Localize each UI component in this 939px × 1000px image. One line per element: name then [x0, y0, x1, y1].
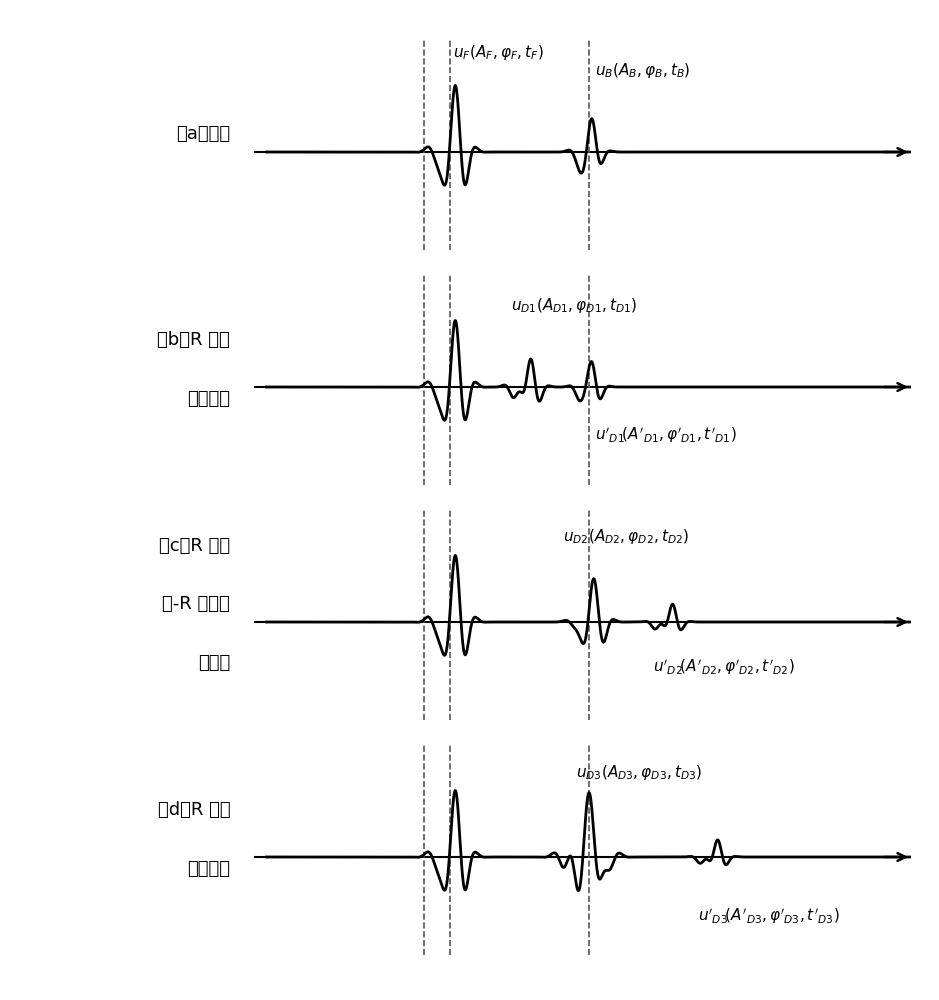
Text: 皮-R 填充区: 皮-R 填充区	[162, 595, 230, 613]
Text: （d）R 填充: （d）R 填充	[158, 801, 230, 819]
Text: $u_{D2}\left(A_{D2},\varphi_{D2},t_{D2}\right)$: $u_{D2}\left(A_{D2},\varphi_{D2},t_{D2}\…	[562, 528, 689, 546]
Text: $u_B\left(A_B,\varphi_B,t_B\right)$: $u_B\left(A_B,\varphi_B,t_B\right)$	[595, 61, 690, 80]
Text: （b）R 区蒙: （b）R 区蒙	[158, 331, 230, 349]
Text: $u'_{D1}\!\left(A'_{D1},\varphi'_{D1},t'_{D1}\right)$: $u'_{D1}\!\left(A'_{D1},\varphi'_{D1},t'…	[595, 426, 737, 445]
Text: 皮内缺陷: 皮内缺陷	[187, 390, 230, 408]
Text: $u_F\left(A_F,\varphi_F,t_F\right)$: $u_F\left(A_F,\varphi_F,t_F\right)$	[454, 43, 544, 62]
Text: 内缺陷: 内缺陷	[198, 654, 230, 672]
Text: （c）R 区蒙: （c）R 区蒙	[159, 537, 230, 555]
Text: $u'_{D3}\!\left(A'_{D3},\varphi'_{D3},t'_{D3}\right)$: $u'_{D3}\!\left(A'_{D3},\varphi'_{D3},t'…	[699, 906, 839, 926]
Text: $u_{D1}\left(A_{D1},\varphi_{D1},t_{D1}\right)$: $u_{D1}\left(A_{D1},\varphi_{D1},t_{D1}\…	[512, 296, 638, 315]
Text: $u'_{D2}\!\left(A'_{D2},\varphi'_{D2},t'_{D2}\right)$: $u'_{D2}\!\left(A'_{D2},\varphi'_{D2},t'…	[653, 657, 794, 677]
Text: （a）好区: （a）好区	[177, 125, 230, 143]
Text: $u_{D3}\left(A_{D3},\varphi_{D3},t_{D3}\right)$: $u_{D3}\left(A_{D3},\varphi_{D3},t_{D3}\…	[576, 762, 701, 782]
Text: 区内缺陷: 区内缺陷	[187, 860, 230, 878]
